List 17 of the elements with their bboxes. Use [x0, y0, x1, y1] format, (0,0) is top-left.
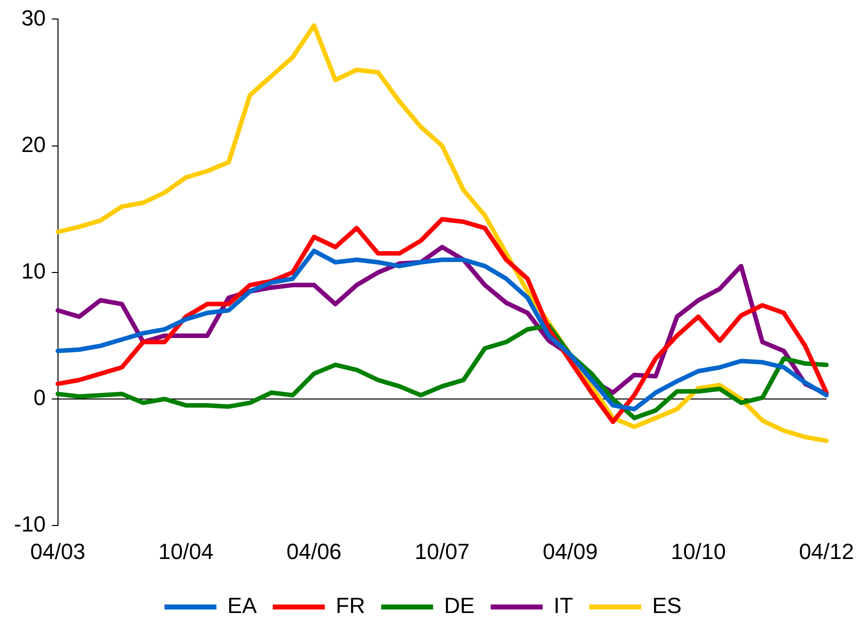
legend-label: EA: [227, 593, 258, 618]
y-tick-label: 20: [21, 132, 46, 157]
legend-label: FR: [336, 593, 366, 618]
legend-label: ES: [652, 593, 682, 618]
y-tick-label: 0: [34, 385, 46, 410]
x-tick-label: 10/10: [670, 538, 726, 564]
x-tick-label: 10/07: [414, 538, 470, 564]
x-tick-label: 04/03: [30, 538, 86, 564]
legend-label: DE: [444, 593, 475, 618]
x-tick-label: 04/06: [286, 538, 342, 564]
x-tick-label: 04/12: [798, 538, 854, 564]
x-tick-label: 04/09: [542, 538, 598, 564]
y-tick-label: 10: [21, 258, 46, 284]
legend-label: IT: [554, 593, 574, 618]
y-tick-label: -10: [14, 512, 46, 537]
y-tick-label: 30: [21, 5, 46, 30]
x-tick-label: 10/04: [158, 538, 214, 564]
